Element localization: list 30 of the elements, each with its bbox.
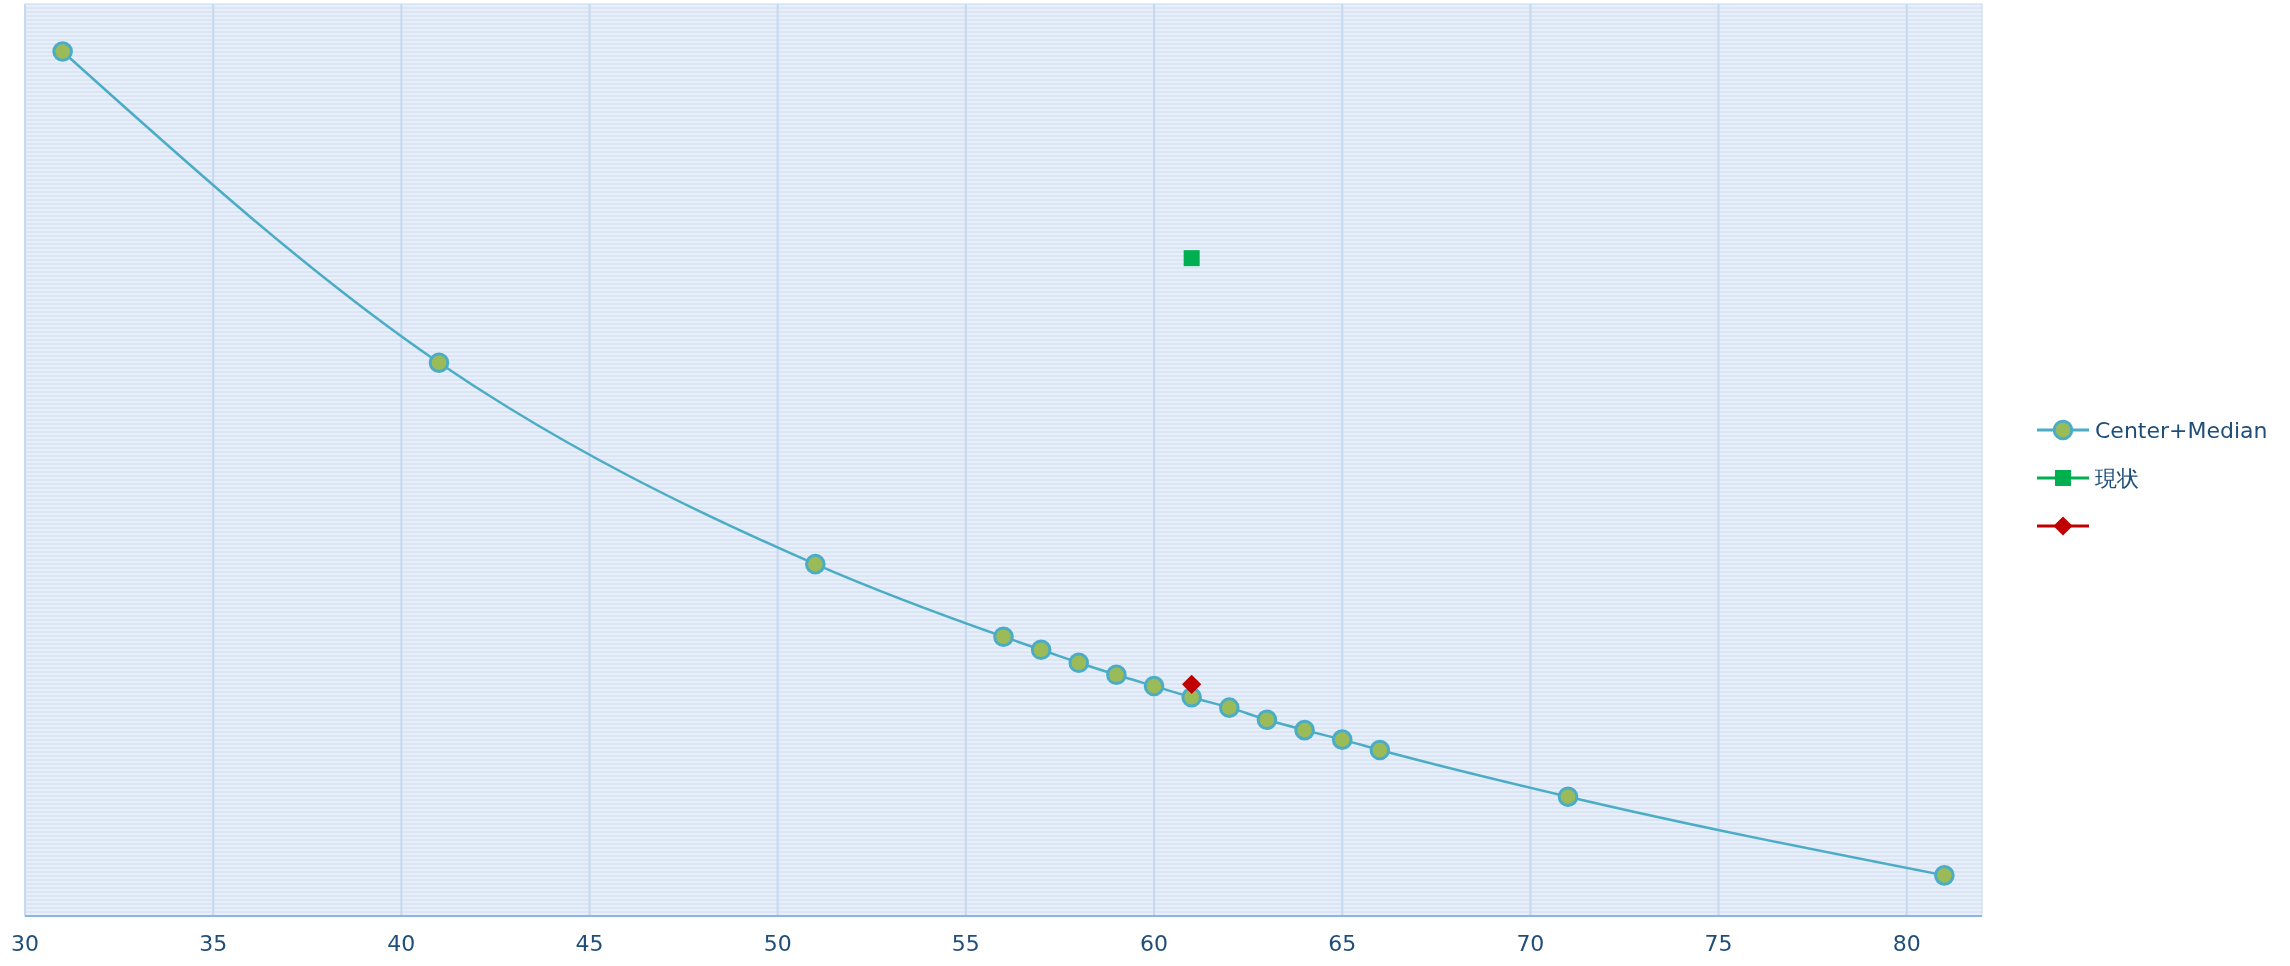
x-tick-label: 65 — [1328, 931, 1357, 956]
x-tick-label: 40 — [387, 931, 416, 956]
point — [805, 553, 826, 575]
point — [1183, 250, 1200, 267]
x-tick-label: 30 — [11, 931, 39, 956]
point — [1068, 652, 1090, 674]
point — [1369, 739, 1391, 761]
x-tick-label: 55 — [951, 931, 980, 956]
x-tick-label: 50 — [763, 931, 792, 956]
x-tick-label: 80 — [1892, 931, 1921, 956]
point — [1294, 719, 1315, 741]
point — [1182, 674, 1202, 694]
point — [1219, 697, 1240, 718]
point — [428, 352, 450, 374]
x-tick-label: 70 — [1516, 931, 1545, 956]
x-tick-label: 75 — [1704, 931, 1733, 956]
x-tick-label: 35 — [199, 931, 228, 956]
x-tick-label: 60 — [1140, 931, 1169, 956]
point — [1331, 729, 1353, 750]
point — [993, 626, 1014, 648]
x-tick-label: 45 — [575, 931, 604, 956]
point — [1557, 786, 1579, 808]
point — [1030, 639, 1052, 661]
point — [1256, 709, 1278, 731]
point — [1106, 664, 1127, 686]
point — [1934, 865, 1955, 886]
legend-label: 現状 — [2095, 466, 2139, 491]
legend-label: Center+Median — [2095, 418, 2268, 443]
point — [52, 41, 73, 62]
point — [1143, 675, 1165, 697]
